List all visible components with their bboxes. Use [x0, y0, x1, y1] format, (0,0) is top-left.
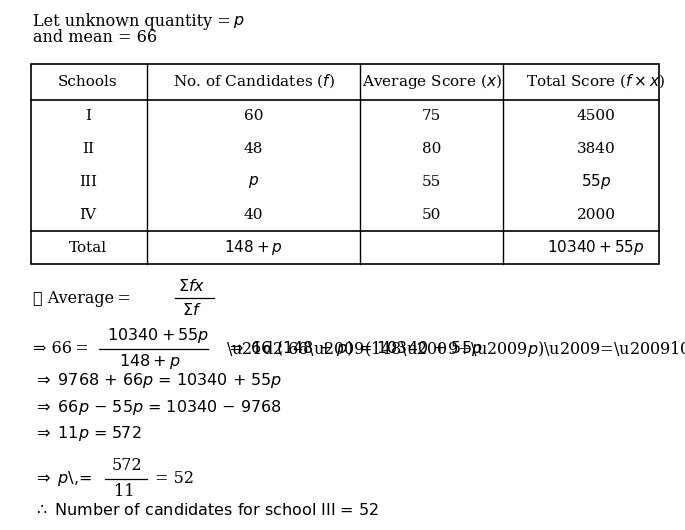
Text: $\Sigma fx$: $\Sigma fx$ [178, 278, 205, 295]
Text: Total: Total [68, 241, 107, 254]
Text: 80: 80 [422, 142, 441, 156]
Text: $148 + p$: $148 + p$ [224, 238, 283, 257]
Text: 3840: 3840 [577, 142, 615, 156]
Text: 2000: 2000 [577, 208, 615, 222]
Text: 572: 572 [112, 457, 142, 474]
Text: 11: 11 [114, 483, 135, 500]
Text: $148+p$: $148+p$ [119, 352, 180, 372]
Text: $\Rightarrow$ 66$p$ $-$ 55$p$ = 10340 $-$ 9768: $\Rightarrow$ 66$p$ $-$ 55$p$ = 10340 $-… [33, 398, 282, 417]
Text: Schools: Schools [58, 75, 118, 89]
Text: 4500: 4500 [577, 109, 615, 123]
Text: Average Score ($x$): Average Score ($x$) [362, 72, 501, 91]
Text: \u21d2 66\u2009(148\u2009+\u2009$p$)\u2009=\u200910340\u2009+\u200955$p$: \u21d2 66\u2009(148\u2009+\u2009$p$)\u20… [226, 339, 685, 359]
Text: I: I [85, 109, 90, 123]
Text: II: II [82, 142, 94, 156]
Text: $\Rightarrow$ $p$\,=: $\Rightarrow$ $p$\,= [33, 469, 92, 488]
Text: 60: 60 [244, 109, 263, 123]
Text: $\Rightarrow$ 11$p$ = 572: $\Rightarrow$ 11$p$ = 572 [33, 424, 141, 443]
Text: $10340 + 55p$: $10340 + 55p$ [547, 238, 645, 257]
Text: 55: 55 [422, 175, 441, 189]
Text: IV: IV [79, 208, 96, 222]
Text: 48: 48 [244, 142, 263, 156]
Text: $\Rightarrow$ 9768 + 66$p$ = 10340 + 55$p$: $\Rightarrow$ 9768 + 66$p$ = 10340 + 55$… [33, 371, 282, 390]
Text: ∴ Average =: ∴ Average = [33, 290, 131, 307]
Text: ⇒ 66 =: ⇒ 66 = [33, 340, 88, 357]
Text: $\Rightarrow$ 66 (148 + $p$) = 10340 + 55$p$: $\Rightarrow$ 66 (148 + $p$) = 10340 + 5… [226, 339, 483, 358]
Text: = 52: = 52 [155, 470, 195, 487]
Text: 50: 50 [422, 208, 441, 222]
Text: Let unknown quantity =: Let unknown quantity = [33, 13, 236, 30]
Text: No. of Candidates ($f$): No. of Candidates ($f$) [173, 73, 334, 91]
Text: Total Score ($f\times x$): Total Score ($f\times x$) [526, 73, 666, 91]
Text: $p$: $p$ [248, 174, 259, 190]
Text: and mean = 66: and mean = 66 [33, 29, 157, 46]
Text: $55p$: $55p$ [581, 172, 611, 191]
Text: 40: 40 [244, 208, 263, 222]
Text: $p$: $p$ [233, 13, 245, 30]
Text: $\therefore$ Number of candidates for school III = 52: $\therefore$ Number of candidates for sc… [33, 502, 379, 518]
Text: 75: 75 [422, 109, 441, 123]
Text: $10340+55p$: $10340+55p$ [107, 326, 209, 345]
Text: $\Sigma f$: $\Sigma f$ [182, 302, 202, 319]
Text: III: III [79, 175, 97, 189]
Bar [31, 64, 659, 264]
